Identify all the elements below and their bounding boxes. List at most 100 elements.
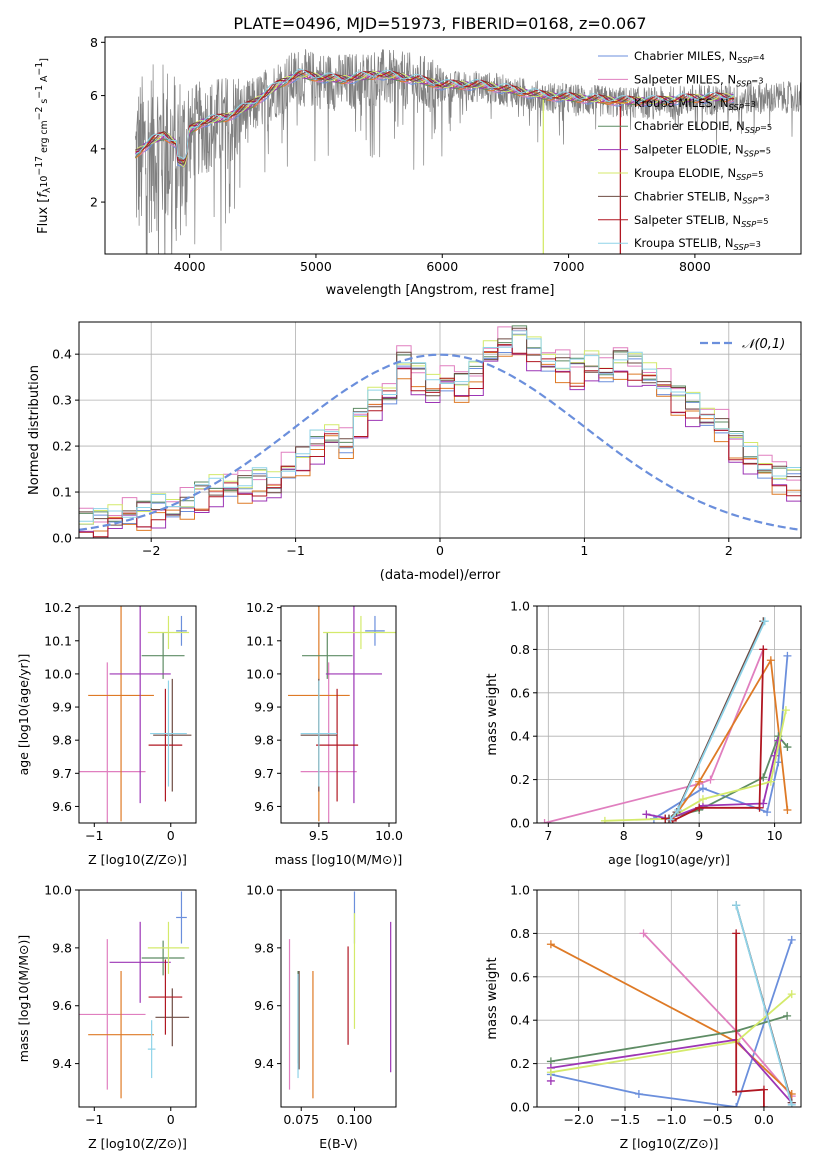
- x-tick-label: 0: [167, 1112, 175, 1127]
- panel-weight-vs-z: −2.0 −1.5 −1.0 −0.5 0.0 0.0 0.2 0.4 0.6 0.8 1.0 Z […: [485, 883, 802, 1151]
- x-tick-label: −0.5: [702, 1112, 732, 1127]
- label-part: SSP: [734, 242, 749, 252]
- y-tick-label: 10.0: [44, 666, 72, 681]
- weight-marker: [732, 1087, 741, 1096]
- y-tick-label: 0.6: [510, 685, 530, 700]
- errorbar-salpeter-elodie: [325, 606, 382, 804]
- histogram-salpeter-miles: [79, 326, 801, 523]
- weight-marker: [546, 1076, 555, 1085]
- errorbar-chabrier-stelib: [155, 988, 190, 1047]
- histogram-kroupa-elodie: [79, 334, 801, 525]
- weight-marker: [732, 901, 741, 910]
- x-tick-label: 2: [725, 543, 733, 558]
- y-tick-label: 0.3: [52, 393, 72, 408]
- weight-marker: [759, 645, 768, 654]
- x-tick-label: −1: [286, 543, 304, 558]
- legend-entry: Salpeter MILES, NSSP=3: [634, 72, 763, 88]
- errorbar-chabrier-elodie: [141, 940, 185, 976]
- errorbar-salpeter-miles: [300, 662, 357, 823]
- y-axis-label: Normed distribution: [27, 365, 42, 495]
- weight-marker: [766, 777, 775, 786]
- x-tick-label: 10.0: [375, 828, 403, 843]
- y-tick-label: 9.4: [52, 1056, 72, 1071]
- axes-frame: [536, 889, 802, 1108]
- y-tick-label: 0.1: [52, 485, 72, 500]
- y-tick-label: 9.6: [52, 998, 72, 1013]
- label-part: ]: [39, 58, 50, 62]
- label-part: SSP: [737, 55, 752, 65]
- x-axis-label: wavelength [Angstrom, rest frame]: [326, 283, 555, 298]
- label-part: =3: [744, 99, 756, 109]
- x-axis-label: Z [log10(Z/Z⊙)]: [88, 1136, 187, 1151]
- y-tick-label: 1.0: [510, 883, 530, 898]
- histogram-chabrier-elodie: [79, 325, 801, 522]
- x-tick-label: −2: [142, 543, 160, 558]
- label-part: =5: [756, 216, 768, 226]
- errorbar-kroupa-stelib: [300, 680, 338, 787]
- plot-area: [288, 606, 396, 823]
- errorbar-kroupa-elodie: [323, 615, 396, 650]
- weight-marker: [540, 819, 549, 823]
- legend-entry: Kroupa STELIB, NSSP=3: [634, 236, 761, 252]
- x-axis-label: mass [log10(M/M⊙)]: [275, 852, 403, 867]
- panel-age-vs-mass: 9.5 10.0 9.6 9.7 9.8 9.9 10.0 10.1 10.2 mass [log…: [246, 600, 403, 867]
- label-part: Kroupa STELIB, N: [634, 236, 734, 250]
- y-tick-label: 0.6: [510, 969, 530, 984]
- weight-marker: [546, 940, 555, 949]
- label-part: −17: [34, 156, 45, 176]
- x-tick-label: 1: [580, 543, 588, 558]
- y-tick-label: 9.6: [52, 799, 72, 814]
- y-tick-label: 4: [90, 141, 98, 156]
- weight-marker: [787, 1100, 796, 1107]
- plot-area: [79, 325, 801, 538]
- errorbar-kroupa-elodie: [147, 921, 190, 974]
- histogram-salpeter-stelib: [79, 344, 801, 538]
- axes-frame: [78, 605, 197, 824]
- legend-entry: Salpeter ELODIE, NSSP=5: [634, 143, 771, 159]
- weight-marker: [666, 815, 675, 823]
- label-part: SSP: [744, 149, 759, 159]
- label-part: s: [39, 99, 50, 107]
- label-part: =4: [752, 52, 764, 62]
- histogram-kroupa-stelib: [79, 330, 801, 522]
- errorbar-chabrier-miles: [176, 615, 187, 646]
- y-tick-label: 9.9: [52, 700, 72, 715]
- errorbar-salpeter-stelib: [316, 688, 359, 802]
- y-tick-label: 9.7: [52, 766, 72, 781]
- errorbar-chabrier-miles: [176, 891, 187, 944]
- panel-age-vs-z: −1 0 9.6 9.7 9.8 9.9 10.0 10.1 10.2 Z [log10(Z/Z⊙…: [16, 600, 197, 867]
- label-part: −2: [34, 107, 45, 121]
- legend-entry: Kroupa MILES, NSSP=3: [634, 96, 756, 112]
- x-tick-label: 0.100: [337, 1112, 373, 1127]
- panel-mass-vs-z: −1 0 9.4 9.6 9.8 10.0 Z [log10(Z/Z⊙)] mass [log…: [16, 883, 197, 1151]
- label-part: Chabrier ELODIE, N: [634, 119, 745, 133]
- y-tick-label: 8: [90, 35, 98, 50]
- weight-marker: [763, 808, 772, 817]
- y-tick-label: 0.0: [52, 531, 72, 546]
- weight-line-chabrier-stelib: [668, 620, 765, 820]
- x-tick-label: 0.075: [283, 1112, 319, 1127]
- weight-marker: [732, 929, 741, 938]
- errorbar-kroupa-elodie: [147, 615, 190, 650]
- x-tick-label: 10: [767, 828, 783, 843]
- weight-marker: [783, 743, 792, 752]
- x-tick-label: 0: [167, 828, 175, 843]
- x-tick-label: 6000: [426, 259, 458, 274]
- weight-marker: [781, 706, 790, 715]
- y-tick-label: 0.8: [510, 642, 530, 657]
- x-tick-label: 5000: [300, 259, 332, 274]
- model-line-kroupa-stelib: [135, 68, 735, 160]
- y-tick-label: 0.4: [510, 1013, 530, 1028]
- weight-marker: [759, 799, 768, 808]
- x-tick-label: 0: [436, 543, 444, 558]
- x-tick-label: −1.0: [656, 1112, 686, 1127]
- axes-frame: [536, 605, 802, 824]
- y-tick-label: 10.2: [246, 600, 274, 615]
- y-tick-label: 9.6: [254, 799, 274, 814]
- weight-marker: [759, 1103, 768, 1107]
- label-part: Chabrier MILES, N: [634, 49, 737, 63]
- y-tick-label: 10.0: [246, 666, 274, 681]
- weight-marker: [760, 617, 769, 626]
- x-tick-label: 9.5: [309, 828, 329, 843]
- weight-line-salpeter-stelib: [664, 649, 765, 822]
